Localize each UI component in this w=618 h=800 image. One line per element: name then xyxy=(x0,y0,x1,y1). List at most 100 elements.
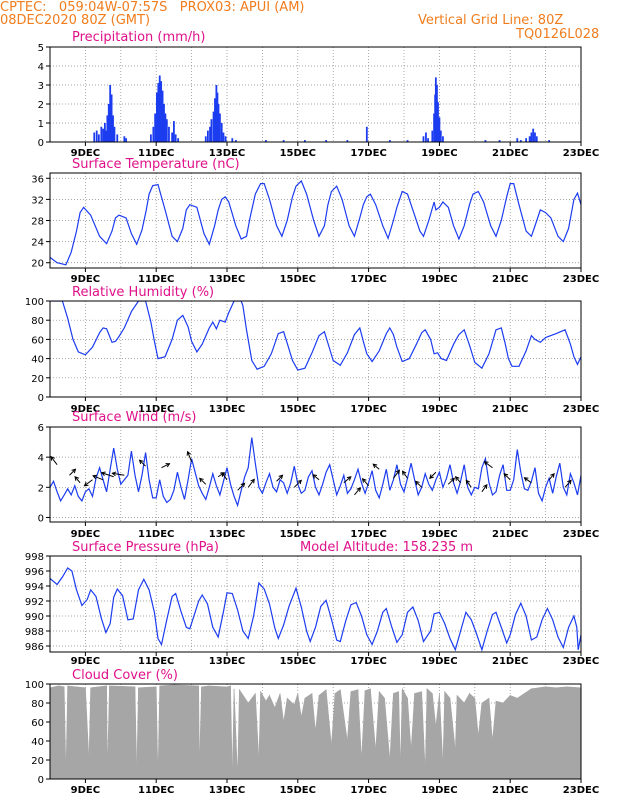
temp-ytick-label-0: 20 xyxy=(31,259,44,270)
cloud-area-seg-89 xyxy=(531,687,539,779)
precip-bar-13 xyxy=(116,134,119,142)
precip-bar-46 xyxy=(234,140,237,142)
wind-arrow-head xyxy=(395,469,401,475)
precip-bar-5 xyxy=(103,123,106,142)
precip-xtick-label-3: 15DEC xyxy=(280,148,316,159)
cloud-area-seg-56 xyxy=(378,690,385,779)
wind-wind-arrow-10 xyxy=(199,477,207,485)
precip-xtick-label-0: 9DEC xyxy=(71,148,100,159)
wind-wind-arrow-0 xyxy=(50,455,58,465)
precip-bar-43 xyxy=(222,132,225,142)
precip-bar-37 xyxy=(214,98,216,142)
cloud-xtick-label-0: 9DEC xyxy=(71,785,100,796)
precip-bar-40 xyxy=(217,104,220,142)
wind-wind-arrow-24 xyxy=(414,480,423,488)
cloud-area-seg-27 xyxy=(239,688,249,779)
cloud-area-seg-59 xyxy=(393,691,399,779)
cloud-area-seg-78 xyxy=(469,692,476,779)
cloud-area-seg-34 xyxy=(274,693,281,779)
cloud-area-seg-17 xyxy=(173,684,199,779)
cloud-area-seg-71 xyxy=(439,693,444,779)
wind-xtick-label-7: 23DEC xyxy=(563,529,599,540)
wind-arrow-head xyxy=(503,473,509,478)
wind-arrow-shaft xyxy=(415,480,423,488)
precip-bar-25 xyxy=(164,113,167,142)
wind-arrow-shaft xyxy=(92,475,104,481)
precip-xtick-label-1: 11DEC xyxy=(138,148,174,159)
precip-bar-55 xyxy=(422,136,425,142)
wind-arrow-head xyxy=(250,478,255,484)
precip-bar-29 xyxy=(173,121,175,142)
wind-wind-arrow-13 xyxy=(237,482,246,491)
cloud-area-seg-54 xyxy=(370,688,376,779)
pres-series-line xyxy=(50,567,581,652)
precip-bar-63 xyxy=(437,102,439,142)
cloud-area-seg-38 xyxy=(293,693,299,779)
rh-xtick-label-7: 23DEC xyxy=(563,404,599,415)
wind-wind-arrow-27 xyxy=(454,475,462,484)
rh-xtick-label-4: 17DEC xyxy=(350,404,386,415)
pres-xtick-label-2: 13DEC xyxy=(209,656,245,667)
wind-arrow-shaft xyxy=(199,477,207,485)
cloud-area-seg-91 xyxy=(545,686,557,779)
precip-bar-62 xyxy=(436,85,438,142)
wind-arrow-head xyxy=(50,455,55,461)
cloud-area-seg-58 xyxy=(389,693,394,779)
cloud-area-seg-93 xyxy=(566,686,581,779)
rh-frame xyxy=(49,300,582,398)
cloud-xtick-label-7: 23DEC xyxy=(563,785,599,796)
precip-bar-56 xyxy=(425,132,427,142)
wind-arrow-shaft xyxy=(161,463,170,469)
rh-ytick-label-2: 40 xyxy=(31,355,44,366)
precip-bar-47 xyxy=(265,140,267,142)
temp-ytick-label-4: 36 xyxy=(31,174,44,185)
precip-bar-39 xyxy=(216,92,219,142)
cloud-area-seg-33 xyxy=(269,695,276,779)
cloud-area-seg-13 xyxy=(138,686,157,779)
precip-bar-71 xyxy=(525,138,528,142)
wind-series-line xyxy=(50,437,581,508)
cloud-area-seg-28 xyxy=(247,692,256,779)
precip-bar-10 xyxy=(110,94,113,142)
cloud-xtick-label-1: 11DEC xyxy=(138,785,174,796)
wind-arrow-head xyxy=(372,463,378,469)
wind-arrow-shaft xyxy=(84,479,93,487)
precip-bar-42 xyxy=(220,123,223,142)
cloud-area-seg-62 xyxy=(401,687,408,779)
wind-arrow-shaft xyxy=(112,472,125,476)
precip-plot-area xyxy=(93,75,551,142)
pres-plot-area xyxy=(50,567,581,652)
wind-xtick-label-6: 21DEC xyxy=(492,529,528,540)
rh-xtick-label-2: 13DEC xyxy=(209,404,245,415)
precip-bar-75 xyxy=(534,132,536,142)
cloud-area-seg-73 xyxy=(444,690,451,779)
cloud-xtick-label-6: 21DEC xyxy=(492,785,528,796)
wind-wind-arrow-16 xyxy=(293,479,302,488)
cloud-area-seg-48 xyxy=(339,689,348,779)
pres-xtick-label-3: 15DEC xyxy=(280,656,316,667)
precip-xtick-label-6: 21DEC xyxy=(492,148,528,159)
precip-bar-11 xyxy=(112,115,114,142)
rh-plot-area xyxy=(50,301,581,371)
precip-bar-31 xyxy=(177,138,180,142)
wind-arrow-head xyxy=(346,476,352,481)
cloud-area-seg-52 xyxy=(361,690,366,779)
wind-arrow-head xyxy=(199,477,204,483)
precip-bar-0 xyxy=(93,132,96,142)
cloud-ytick-label-2: 40 xyxy=(31,737,44,748)
cloud-area-seg-69 xyxy=(432,693,437,779)
wind-wind-arrow-6 xyxy=(111,471,125,477)
wind-arrow-head xyxy=(483,483,488,489)
cloud-area-seg-2 xyxy=(63,686,67,779)
precip-ytick-label-1: 1 xyxy=(38,119,44,130)
wind-wind-arrow-23 xyxy=(401,470,408,479)
precip-bar-9 xyxy=(109,85,112,142)
wind-wind-arrow-22 xyxy=(392,469,401,479)
precip-ytick-label-5: 5 xyxy=(38,43,44,54)
pres-xtick-label-5: 19DEC xyxy=(421,656,457,667)
cloud-area-seg-53 xyxy=(364,688,371,779)
precip-bar-73 xyxy=(530,132,533,142)
pres-subtitle: Model Altitude: 158.235 m xyxy=(300,540,473,555)
wind-ytick-label-0: 0 xyxy=(38,513,44,524)
cloud-ytick-label-5: 100 xyxy=(25,680,44,691)
